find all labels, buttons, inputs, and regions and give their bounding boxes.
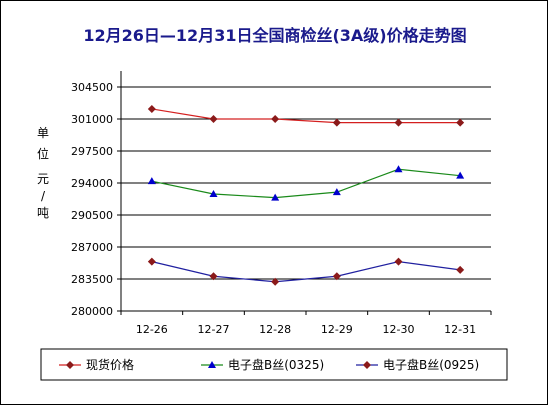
y-axis-label: 单 位 元 / 吨: [37, 126, 49, 220]
series-0-point-2: [271, 115, 280, 123]
legend-marker-2: [363, 361, 371, 369]
x-tick-label-12-31: 12-31: [444, 323, 476, 336]
series-0-point-4: [394, 118, 403, 127]
series-2-point-3: [332, 272, 341, 281]
series-1-point-0: [147, 177, 156, 185]
y-label-char-0: 单: [37, 126, 49, 140]
x-tick-label-12-28: 12-28: [259, 323, 291, 336]
series-0-point-0: [147, 104, 156, 113]
chart-title: 12月26日—12月31日全国商检丝(3A级)价格走势图: [83, 26, 466, 45]
series-line-0: [151, 108, 461, 124]
x-tick-label-12-29: 12-29: [321, 323, 353, 336]
series-line-2: [151, 261, 461, 283]
legend-marker-0: [66, 361, 74, 369]
legend-label-1: 电子盘B丝(0325): [228, 357, 324, 372]
series-2-point-5: [456, 265, 465, 274]
legend: 现货价格 电子盘B丝(0325) 电子盘B丝(0925): [40, 348, 508, 381]
series-1-point-2: [271, 193, 280, 201]
series-1-point-5: [456, 171, 465, 179]
series-2-point-0: [147, 257, 156, 266]
y-tick-label-5: 297500: [71, 145, 113, 158]
y-tick-label-1: 283500: [71, 273, 113, 286]
series-0-point-1: [209, 115, 218, 123]
y-label-char-3: /: [41, 189, 46, 203]
series-1-point-1: [209, 189, 218, 197]
plot-area: 280000 283500 287000 290500 294000 297500 3010…: [71, 71, 492, 336]
x-tick-label-12-26: 12-26: [136, 323, 168, 336]
y-label-char-2: 元: [37, 172, 49, 186]
x-tick-label-12-27: 12-27: [198, 323, 230, 336]
y-label-char-1: 位: [37, 146, 49, 161]
legend-label-0: 现货价格: [86, 357, 134, 372]
series-0-point-5: [456, 118, 465, 127]
series-2-point-4: [394, 257, 403, 266]
series-1-point-4: [394, 165, 403, 173]
y-tick-label-0: 280000: [71, 305, 113, 318]
series-0-point-3: [332, 118, 341, 127]
series-2-point-1: [209, 272, 218, 281]
legend-box: [40, 348, 508, 381]
y-tick-label-7: 304500: [71, 81, 113, 94]
y-label-char-4: 吨: [37, 206, 49, 220]
series-2-point-2: [271, 277, 280, 286]
y-tick-label-6: 301000: [71, 113, 113, 126]
x-tick-label-12-30: 12-30: [383, 323, 415, 336]
y-tick-label-2: 287000: [71, 241, 113, 254]
legend-label-2: 电子盘B丝(0925): [383, 357, 479, 372]
legend-marker-1: [208, 361, 216, 368]
y-tick-label-4: 294000: [71, 177, 113, 190]
series-1-point-3: [332, 188, 341, 196]
y-tick-label-3: 290500: [71, 209, 113, 222]
series-line-1: [151, 168, 461, 199]
